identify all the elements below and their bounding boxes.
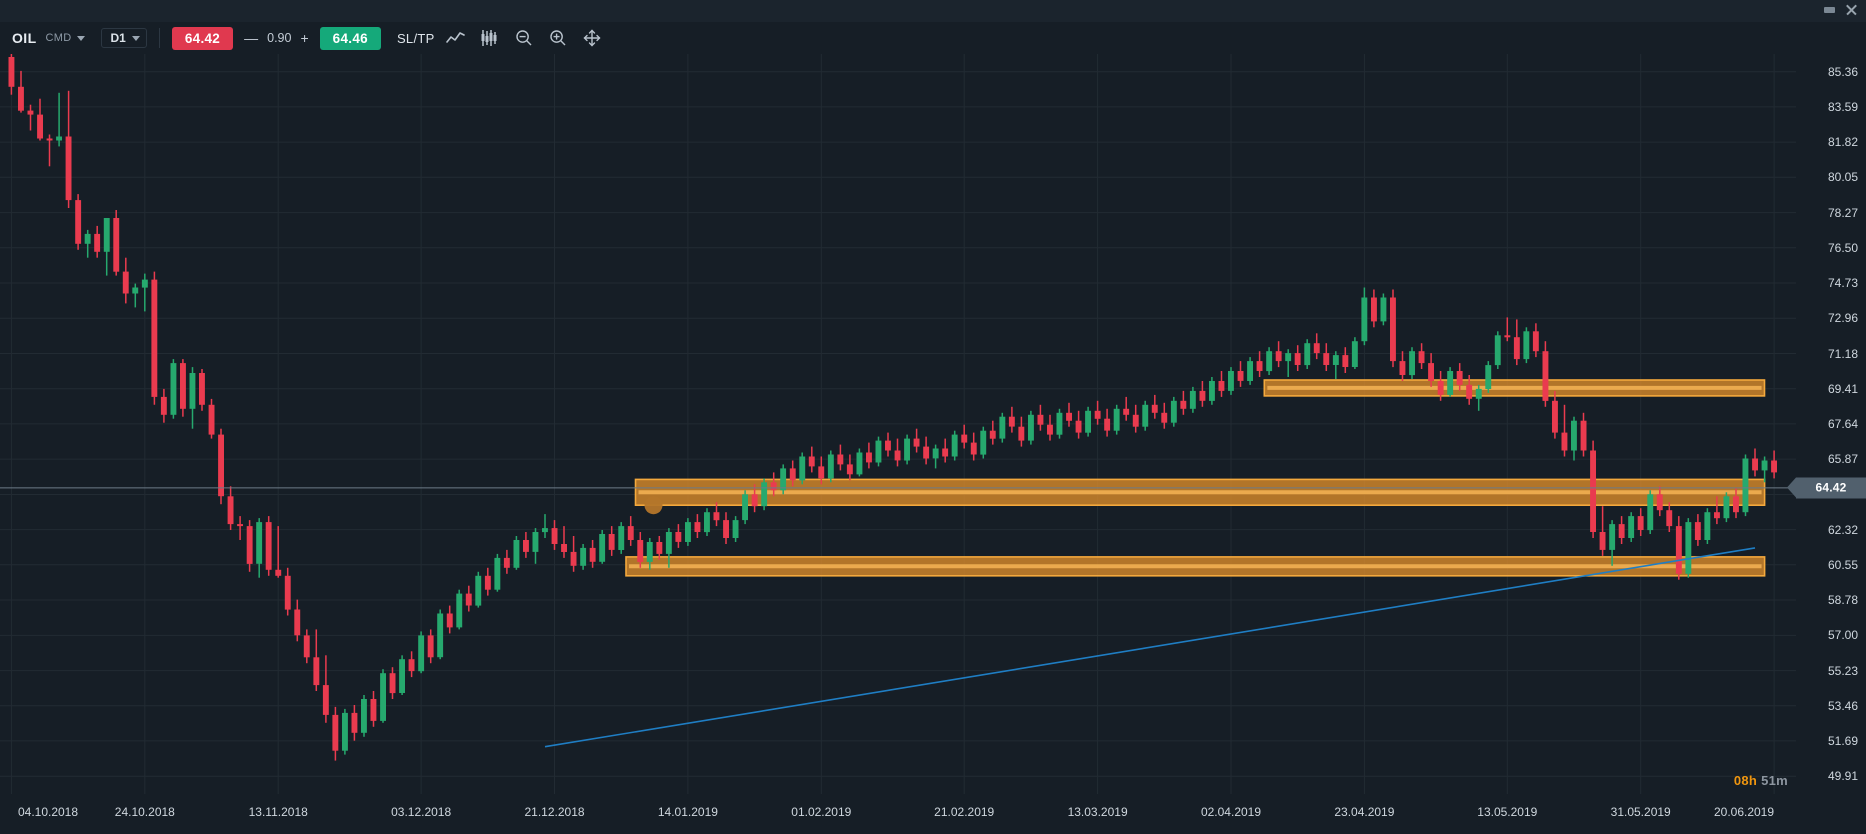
price-tick-label: 69.41 (1827, 381, 1858, 396)
zoom-in-icon[interactable] (545, 25, 571, 51)
price-tick-label: 60.55 (1827, 557, 1858, 572)
price-tick-label: 85.36 (1827, 64, 1858, 79)
price-tick-label: 65.87 (1827, 452, 1858, 467)
sl-tp-button[interactable]: SL/TP (396, 30, 435, 46)
price-tick-label: 51.69 (1827, 733, 1858, 748)
date-tick-label: 01.02.2019 (791, 805, 852, 819)
price-tick-label: 58.78 (1827, 593, 1858, 607)
countdown-hours: 08h (1733, 773, 1758, 788)
increase-volume-button[interactable]: + (300, 30, 309, 46)
date-tick-label: 14.01.2019 (657, 805, 718, 819)
price-axis[interactable]: 85.36 83.59 81.82 80.05 78.27 76.50 74.73 72.96… (1787, 22, 1866, 834)
price-tick-label: 71.18 (1827, 346, 1858, 361)
price-tick-label: 74.73 (1827, 275, 1858, 290)
current-price-badge: 64.42 (1787, 477, 1866, 499)
date-tick-label: 13.05.2019 (1477, 805, 1538, 819)
symbol-label[interactable]: OIL (12, 30, 37, 46)
time-axis[interactable]: 04.10.2018 24.10.2018 13.11.2018 03.12.2018… (0, 794, 1796, 834)
ask-price-button[interactable]: 64.46 (319, 26, 381, 50)
price-chart-canvas[interactable] (0, 54, 1796, 794)
candlestick-icon[interactable] (477, 25, 503, 51)
date-tick-label: 13.11.2018 (248, 805, 308, 819)
candlestick-plot (0, 54, 1796, 794)
date-tick-label: 31.05.2019 (1610, 805, 1671, 819)
price-tick-label: 67.64 (1827, 416, 1858, 431)
date-tick-label: 02.04.2019 (1200, 805, 1262, 819)
toolbar-divider-1 (158, 28, 160, 48)
date-tick-label: 21.12.2018 (524, 805, 585, 819)
price-tick-label: 57.00 (1827, 628, 1858, 643)
date-tick-label: 23.04.2019 (1334, 805, 1395, 819)
date-tick-label: 24.10.2018 (114, 805, 175, 819)
price-tick-label: 81.82 (1827, 135, 1858, 150)
date-tick-label: 21.02.2019 (934, 805, 995, 819)
close-icon[interactable] (1845, 3, 1858, 16)
line-chart-icon[interactable] (443, 25, 469, 51)
price-tick-label: 76.50 (1827, 240, 1858, 255)
price-tick-label: 72.96 (1827, 311, 1858, 326)
date-tick-label: 03.12.2018 (391, 805, 452, 819)
price-tick-label: 53.46 (1827, 698, 1858, 713)
minimize-icon[interactable] (1823, 3, 1836, 16)
spread-control: — 0.90 + (233, 30, 320, 46)
bid-price-button[interactable]: 64.42 (171, 26, 234, 50)
timeframe-label: D1 (110, 31, 126, 45)
countdown-minutes: 51m (1761, 773, 1788, 788)
price-tick-label: 55.23 (1827, 663, 1858, 678)
chart-toolbar: OIL CMD D1 64.42 — 0.90 + 64.46 SL/TP (0, 22, 1866, 54)
zoom-out-icon[interactable] (511, 25, 537, 51)
timeframe-selector[interactable]: D1 (101, 28, 147, 48)
price-tick-label: 49.91 (1827, 769, 1858, 784)
timeframe-chevron-down-icon[interactable] (131, 35, 140, 41)
date-tick-label: 04.10.2018 (17, 805, 79, 819)
spread-value: 0.90 (267, 31, 292, 45)
date-tick-label: 20.06.2019 (1713, 805, 1775, 819)
price-tick-label: 80.05 (1827, 170, 1858, 185)
bar-countdown-timer: 08h 51m (1734, 773, 1788, 788)
decrease-volume-button[interactable]: — (244, 30, 259, 46)
crosshair-move-icon[interactable] (579, 25, 605, 51)
price-tick-label: 83.59 (1827, 99, 1858, 114)
date-tick-label: 13.03.2019 (1067, 805, 1128, 819)
symbol-dropdown-chevron-down-icon[interactable] (77, 35, 86, 41)
symbol-class-label: CMD (45, 32, 72, 44)
price-tick-label: 78.27 (1827, 205, 1858, 220)
window-controls (1823, 3, 1858, 16)
window-title-bar (0, 0, 1866, 22)
price-tick-label: 62.32 (1827, 522, 1858, 537)
